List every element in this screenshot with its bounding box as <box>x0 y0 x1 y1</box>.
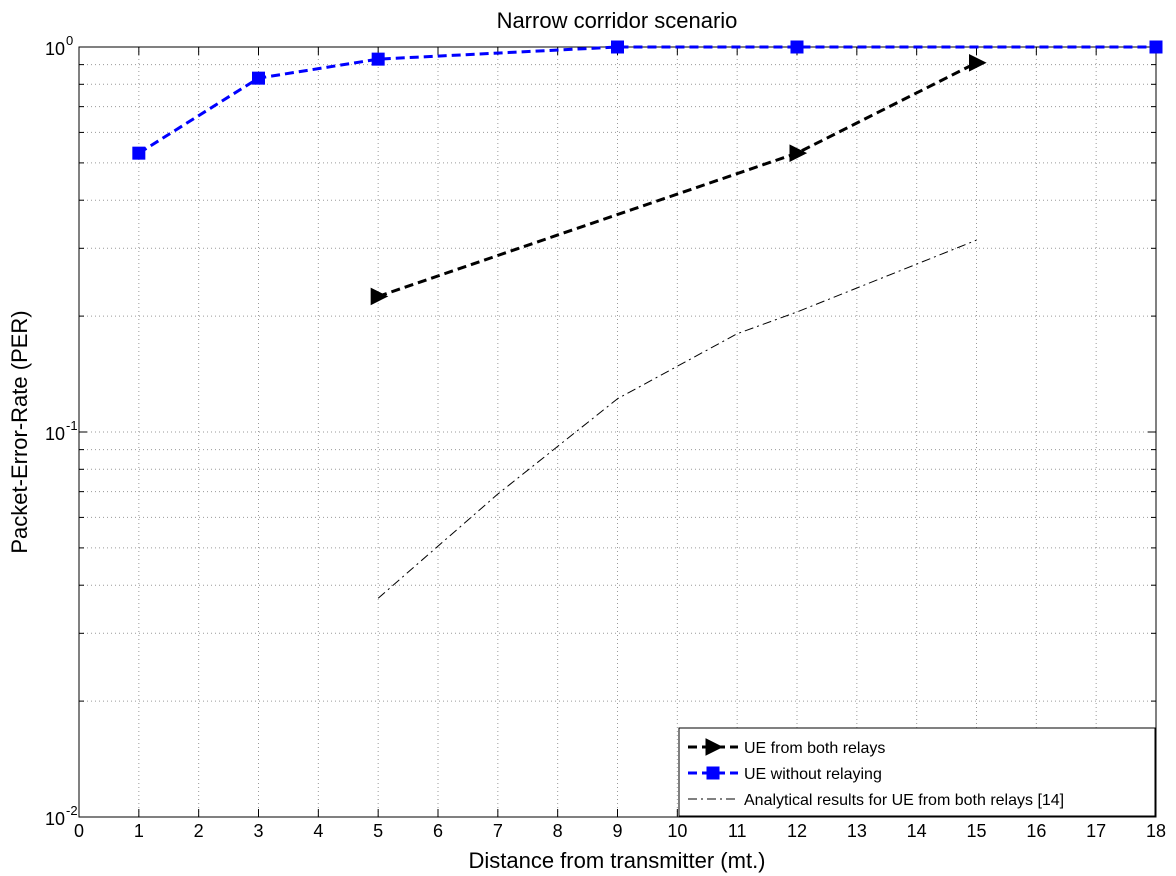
x-tick-label: 6 <box>433 821 443 841</box>
y-tick-label: 10 <box>45 809 65 829</box>
y-tick-label: 10 <box>45 424 65 444</box>
y-tick-exponent: 0 <box>66 33 73 48</box>
series-layer <box>132 40 1163 599</box>
x-tick-label: 7 <box>493 821 503 841</box>
legend-marker <box>705 738 724 756</box>
series-1 <box>370 53 987 306</box>
legend-label: Analytical results for UE from both rela… <box>744 792 1064 809</box>
legend-entry: UE from both relays <box>688 738 885 757</box>
data-point <box>252 71 265 85</box>
data-point <box>790 40 804 54</box>
data-point <box>611 40 624 54</box>
y-tick-exponent: -2 <box>66 803 78 818</box>
legend-marker <box>706 766 720 780</box>
data-point <box>371 52 385 66</box>
data-point <box>132 146 146 160</box>
x-tick-label: 11 <box>728 821 747 841</box>
x-tick-label: 10 <box>667 821 687 841</box>
data-point <box>789 144 808 162</box>
y-axis-title: Packet-Error-Rate (PER) <box>7 310 32 553</box>
legend-entry: Analytical results for UE from both rela… <box>688 792 1064 809</box>
x-tick-label: 18 <box>1146 821 1166 841</box>
x-axis-title: Distance from transmitter (mt.) <box>468 848 765 873</box>
x-tick-label: 0 <box>74 821 84 841</box>
x-tick-label: 9 <box>612 821 622 841</box>
legend-entry: UE without relaying <box>688 766 882 783</box>
x-tick-label: 8 <box>553 821 563 841</box>
legend-label: UE without relaying <box>744 766 882 783</box>
x-tick-label: 1 <box>134 821 144 841</box>
legend-box <box>678 727 1156 817</box>
data-point <box>1149 40 1163 54</box>
data-point <box>370 287 389 306</box>
chart-title: Narrow corridor scenario <box>497 8 738 33</box>
series-2 <box>132 40 1163 160</box>
legend-label: UE from both relays <box>744 740 885 757</box>
x-tick-label: 14 <box>907 821 927 841</box>
x-tick-label: 15 <box>966 821 986 841</box>
data-point <box>969 53 987 72</box>
x-tick-label: 13 <box>847 821 867 841</box>
x-tick-label: 4 <box>313 821 323 841</box>
x-tick-label: 5 <box>373 821 383 841</box>
series-line <box>138 45 1156 155</box>
y-tick-label: 10 <box>45 39 65 59</box>
grid-lines <box>78 46 1157 818</box>
legend: UE from both relays UE without relaying An… <box>678 727 1156 817</box>
y-tick-exponent: -1 <box>66 418 78 433</box>
x-tick-label: 12 <box>787 821 807 841</box>
x-tick-label: 3 <box>253 821 263 841</box>
x-tick-label: 2 <box>194 821 204 841</box>
x-tick-label: 16 <box>1026 821 1046 841</box>
x-tick-label: 17 <box>1086 821 1106 841</box>
